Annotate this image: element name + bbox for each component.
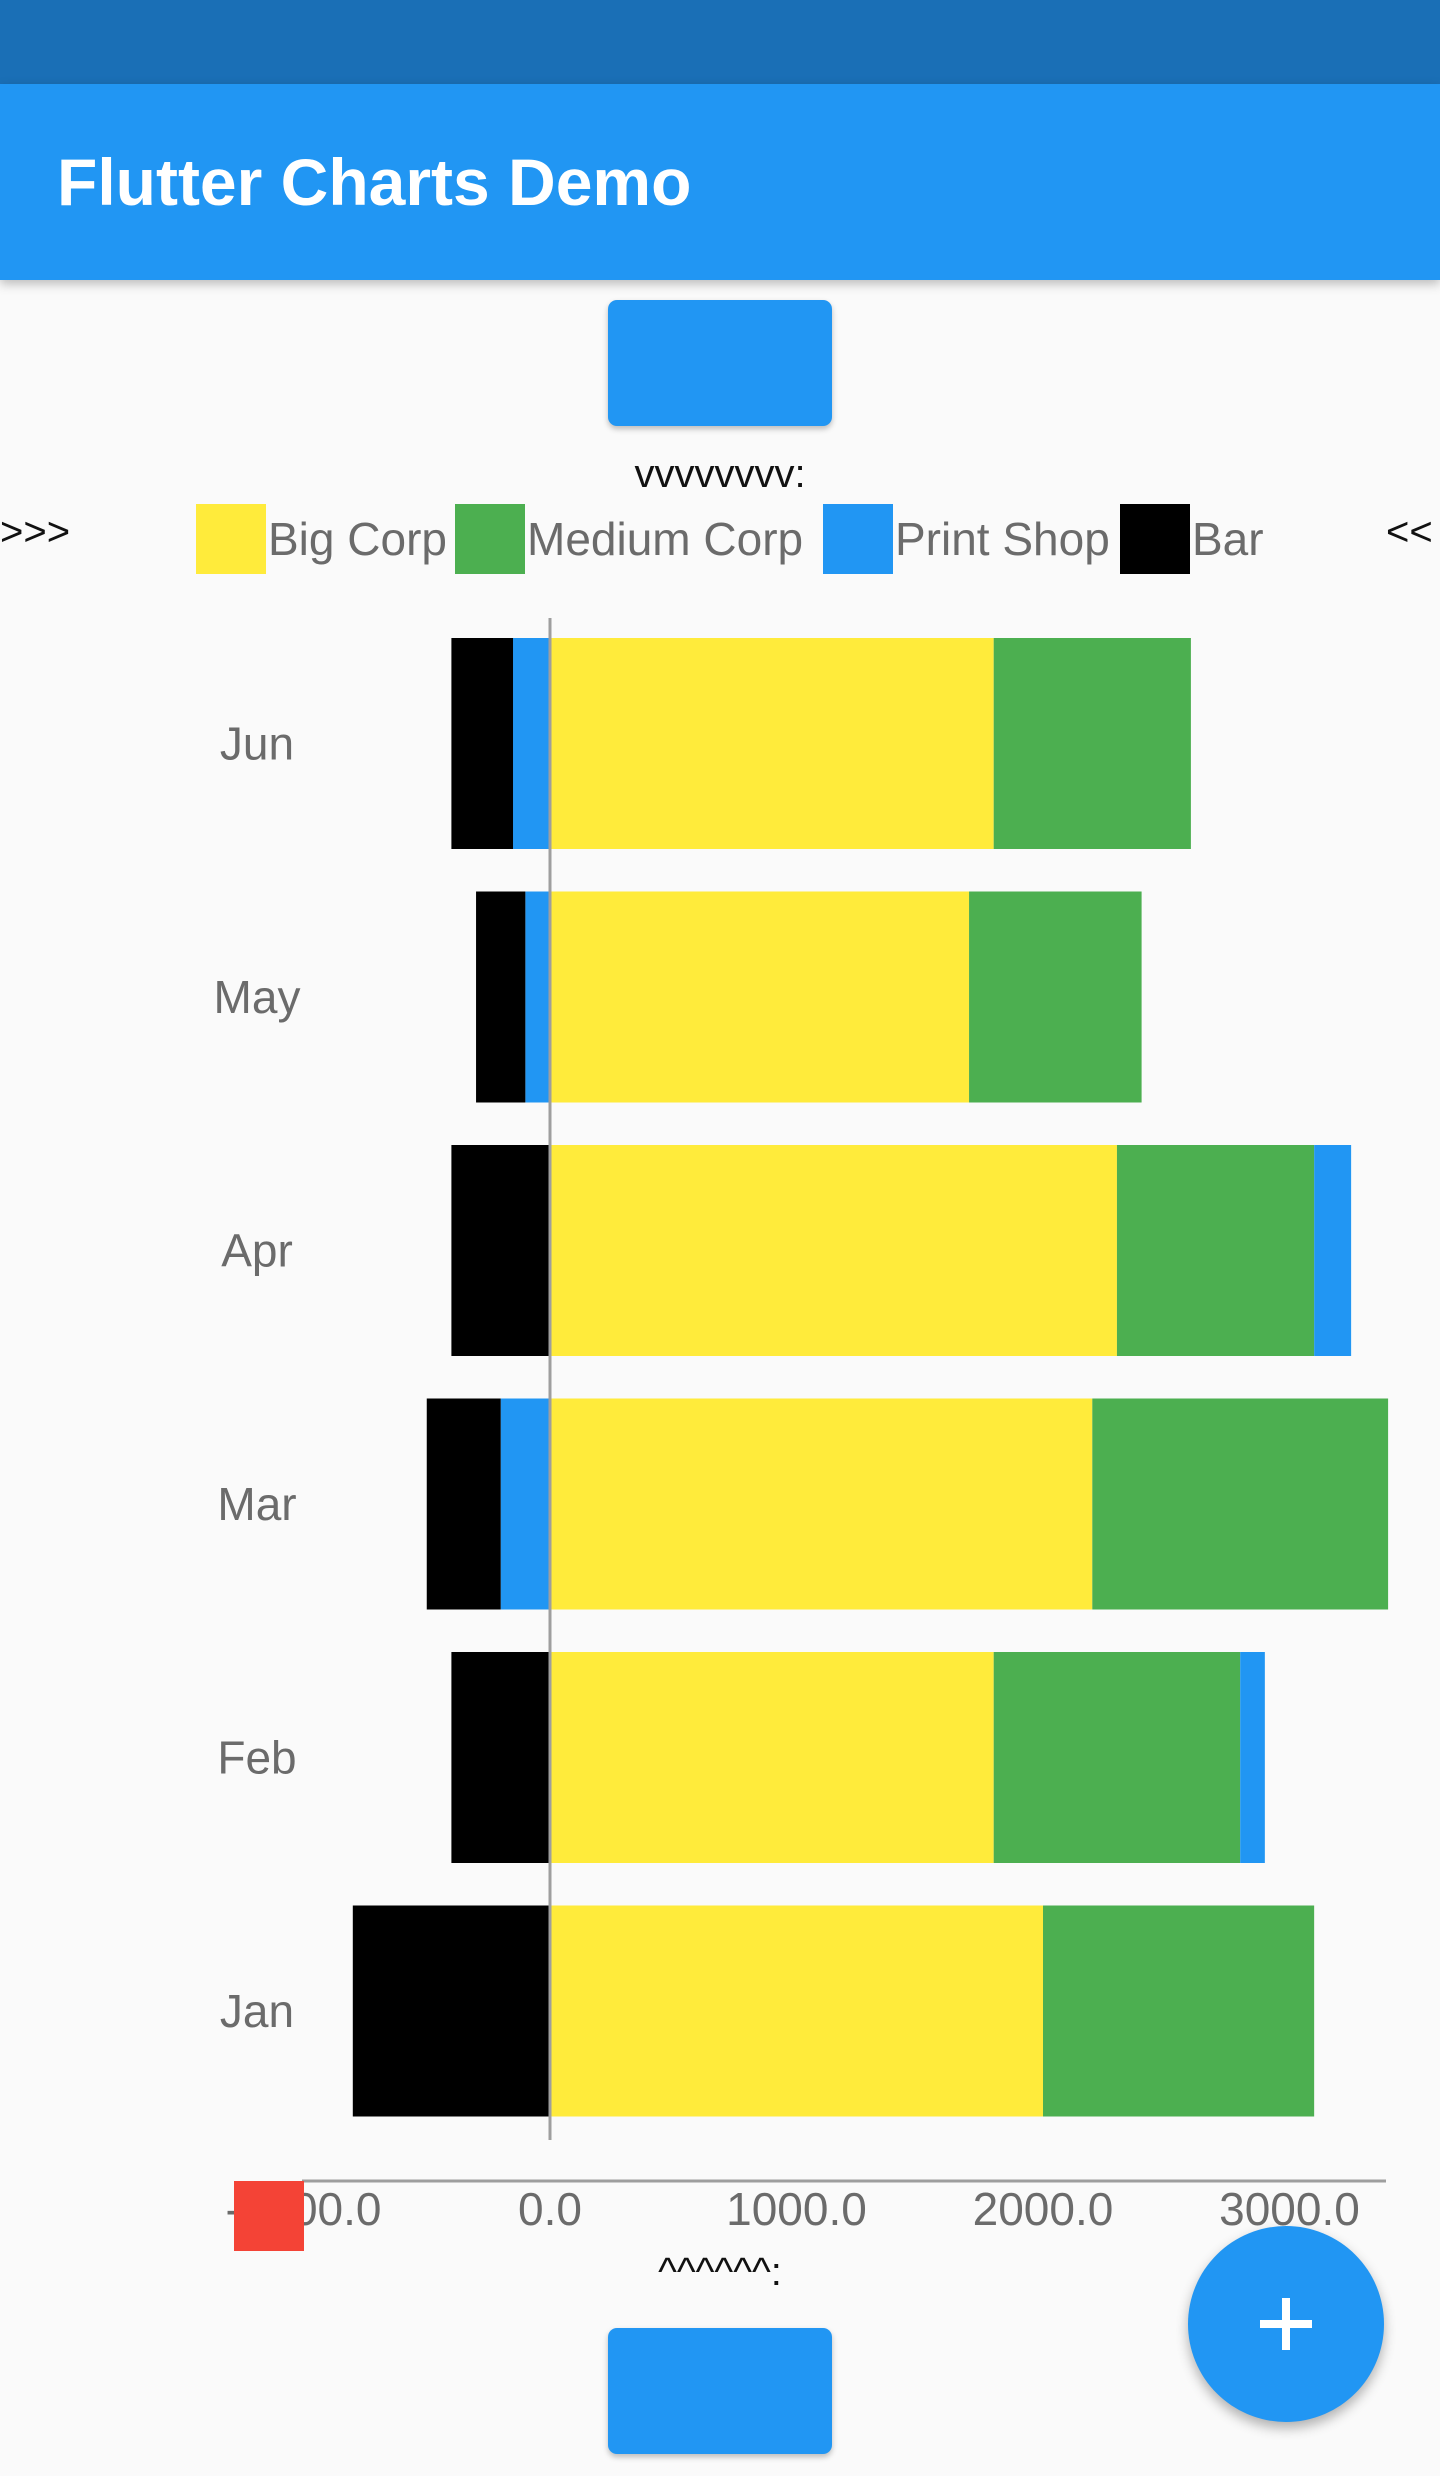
bar-jun-big-corp [550, 638, 994, 849]
legend-label-medium-corp[interactable]: Medium Corp [527, 513, 804, 565]
bottom-button[interactable] [608, 2328, 832, 2454]
stacked-bar-chart: JunMayAprMarFebJan-1000.00.01000.02000.0… [214, 618, 1389, 2235]
top-button[interactable] [608, 300, 832, 426]
legend-label-bar[interactable]: Bar [1192, 513, 1264, 565]
bar-feb-bar [451, 1652, 550, 1863]
bar-mar-bar [426, 1398, 501, 1610]
bar-jun-bar [451, 638, 514, 849]
fab-add-button[interactable] [1188, 2226, 1384, 2422]
bar-apr-print-shop [1314, 1145, 1352, 1356]
x-tick-label: 0.0 [518, 2183, 582, 2235]
status-bar [0, 0, 1440, 84]
legend-swatch-big-corp [196, 504, 266, 574]
bar-apr-bar [451, 1145, 550, 1356]
legend-swatch-medium-corp [455, 504, 525, 574]
category-label: May [214, 971, 301, 1023]
bar-apr-big-corp [550, 1145, 1117, 1356]
app-bar: Flutter Charts Demo [0, 84, 1440, 280]
legend-header: vvvvvvvv: [634, 452, 806, 496]
legend-label-print-shop[interactable]: Print Shop [895, 513, 1110, 565]
legend-label-big-corp[interactable]: Big Corp [268, 513, 447, 565]
category-label: Feb [217, 1732, 296, 1784]
bar-jun-print-shop [513, 638, 550, 849]
bar-mar-print-shop [500, 1398, 550, 1610]
bar-may-print-shop [525, 891, 550, 1103]
app-title: Flutter Charts Demo [57, 145, 692, 219]
bar-may-medium-corp [969, 891, 1142, 1103]
legend-scroll-left-arrow[interactable]: >>> [0, 510, 71, 554]
plus-icon [1260, 2298, 1312, 2350]
bar-may-big-corp [550, 891, 970, 1103]
axis-footer: ^^^^^^: [658, 2250, 782, 2294]
bar-mar-medium-corp [1092, 1398, 1389, 1610]
bar-jan-bar [352, 1905, 550, 2117]
red-marker [234, 2181, 304, 2251]
bar-feb-big-corp [550, 1652, 994, 1863]
bar-feb-print-shop [1240, 1652, 1265, 1863]
bar-mar-big-corp [550, 1398, 1093, 1610]
category-label: Jan [220, 1985, 294, 2037]
category-label: Jun [220, 718, 294, 770]
bar-jan-big-corp [550, 1905, 1043, 2117]
bar-feb-medium-corp [993, 1652, 1241, 1863]
x-tick-label: 2000.0 [973, 2183, 1114, 2235]
bar-apr-medium-corp [1116, 1145, 1315, 1356]
bar-jan-medium-corp [1043, 1905, 1315, 2117]
category-label: Apr [221, 1225, 293, 1277]
legend-scroll-right-arrow[interactable]: << [1386, 510, 1433, 554]
legend-swatch-bar [1120, 504, 1190, 574]
x-tick-label: 1000.0 [726, 2183, 867, 2235]
legend: >>> Big Corp Medium Corp Print Shop Bar … [0, 500, 1440, 580]
legend-swatch-print-shop [823, 504, 893, 574]
bar-jun-medium-corp [993, 638, 1191, 849]
bar-may-bar [476, 891, 526, 1103]
category-label: Mar [217, 1478, 296, 1530]
